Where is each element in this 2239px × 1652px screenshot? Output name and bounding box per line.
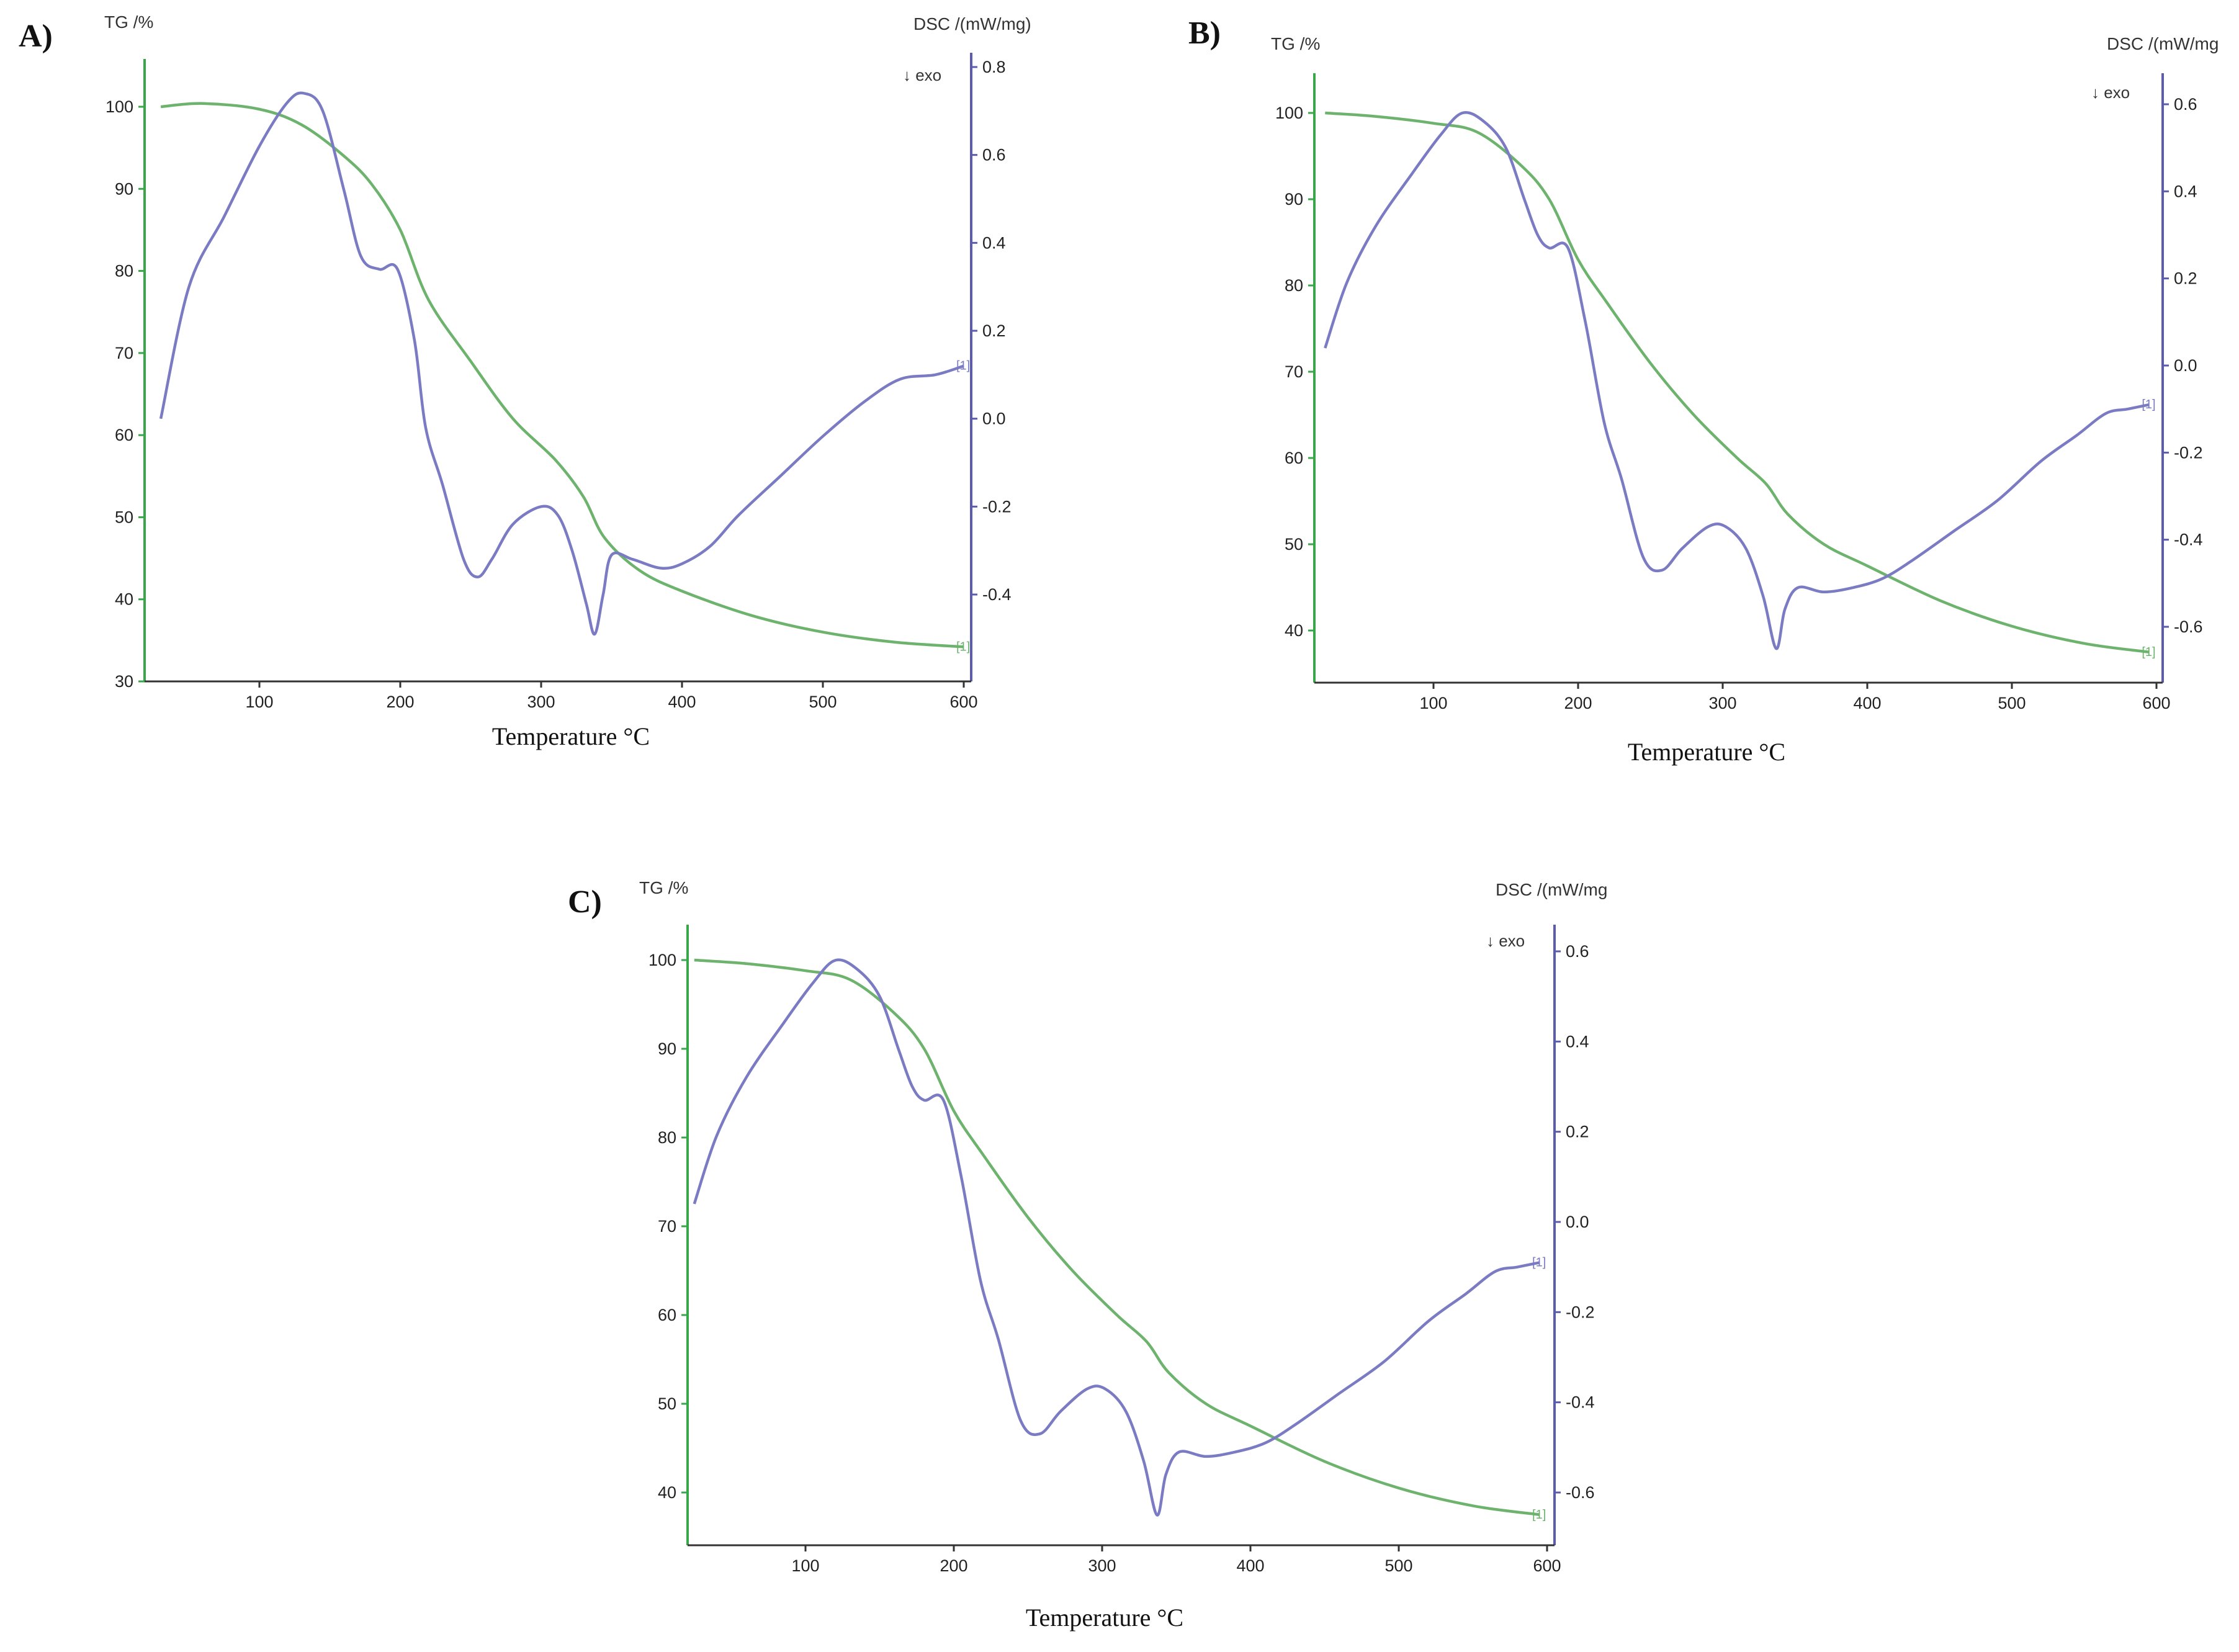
- x-axis-title: Temperature °C: [1026, 1604, 1183, 1632]
- tg-tick-label: 30: [115, 672, 133, 691]
- dsc-end-marker: [1]: [1532, 1255, 1546, 1269]
- x-tick-label: 300: [527, 693, 555, 711]
- tg-tick-label: 90: [115, 179, 133, 198]
- tg-tick-label: 80: [115, 262, 133, 281]
- dsc-tick-label: 0.0: [1566, 1213, 1589, 1231]
- panel-b: B) TG /% DSC /(mW/mg ↓ exo 40 50 60 70 80 90 100 -0…: [1188, 16, 2219, 766]
- tg-tick-label: 40: [1285, 621, 1303, 640]
- panel-c: C) TG /% DSC /(mW/mg ↓ exo 40 50 60 70 80 90 100 -0…: [568, 878, 1607, 1632]
- dsc-tick-label: 0.6: [2174, 95, 2197, 114]
- x-tick-label: 200: [940, 1556, 967, 1575]
- dsc-curve: [159, 91, 964, 636]
- x-axis-title: Temperature °C: [492, 722, 650, 750]
- tg-axis-title: TG /%: [104, 12, 153, 32]
- x-tick-label: 400: [668, 693, 696, 711]
- x-tick-label: 600: [949, 693, 977, 711]
- tg-tick-label: 50: [658, 1394, 676, 1413]
- dsc-tick-label: 0.4: [982, 233, 1006, 252]
- x-tick-label: 500: [809, 693, 837, 711]
- tg-axis-title: TG /%: [1271, 34, 1320, 53]
- x-axis-title: Temperature °C: [1628, 738, 1785, 766]
- tg-tick-label: 40: [658, 1483, 676, 1502]
- dsc-tick-label: -0.6: [2174, 617, 2203, 636]
- dsc-axis-title: DSC /(mW/mg: [2107, 34, 2219, 53]
- x-tick-label: 100: [245, 693, 273, 711]
- dsc-tick-label: 0.8: [982, 58, 1006, 76]
- tg-tick-label: 100: [648, 951, 676, 969]
- tg-end-marker: [1]: [2142, 645, 2155, 659]
- dsc-tick-label: 0.2: [1566, 1123, 1589, 1141]
- dsc-tick-label: 0.0: [982, 410, 1006, 428]
- tg-tick-label: 50: [1285, 535, 1303, 554]
- tg-tick-label: 100: [1275, 104, 1303, 122]
- x-tick-label: 400: [1236, 1556, 1264, 1575]
- tg-tick-label: 80: [658, 1128, 676, 1147]
- dsc-tick-label: -0.4: [2174, 531, 2203, 549]
- dsc-tick-label: -0.2: [2174, 443, 2203, 462]
- dsc-end-marker: [1]: [2142, 398, 2155, 411]
- tg-tick-label: 80: [1285, 276, 1303, 295]
- dsc-tick-label: 0.0: [2174, 356, 2197, 375]
- tg-tick-label: 70: [115, 344, 133, 362]
- tg-tick-label: 70: [658, 1217, 676, 1236]
- dsc-curve: [1324, 110, 2150, 650]
- dsc-end-marker: [1]: [956, 359, 970, 373]
- x-tick-label: 300: [1708, 694, 1736, 712]
- x-tick-label: 600: [1533, 1556, 1561, 1575]
- dsc-tick-label: 0.4: [2174, 182, 2197, 200]
- x-tick-label: 100: [1419, 694, 1447, 712]
- x-tick-label: 400: [1853, 694, 1881, 712]
- tg-tick-label: 50: [115, 508, 133, 526]
- tg-curve: [1325, 111, 2150, 654]
- tg-curve: [694, 958, 1540, 1517]
- exo-direction-label: ↓ exo: [903, 66, 941, 84]
- tg-tick-label: 90: [1285, 190, 1303, 209]
- tg-tick-label: 40: [115, 590, 133, 609]
- tg-end-marker: [1]: [956, 640, 970, 653]
- dsc-tick-label: 0.6: [982, 146, 1006, 164]
- dsc-tick-label: -0.2: [982, 497, 1012, 516]
- panel-label: B): [1188, 16, 1221, 51]
- dsc-tick-label: -0.4: [982, 585, 1012, 604]
- dsc-tick-label: -0.4: [1566, 1393, 1595, 1412]
- exo-direction-label: ↓ exo: [2091, 83, 2130, 102]
- x-tick-label: 500: [1384, 1556, 1412, 1575]
- dsc-axis-title: DSC /(mW/mg: [1496, 880, 1607, 899]
- exo-direction-label: ↓ exo: [1486, 931, 1525, 950]
- x-tick-label: 300: [1088, 1556, 1116, 1575]
- dsc-tick-label: 0.2: [2174, 269, 2197, 288]
- x-tick-label: 100: [791, 1556, 819, 1575]
- dsc-curve: [693, 958, 1540, 1517]
- tg-tick-label: 70: [1285, 362, 1303, 381]
- x-tick-label: 500: [1998, 694, 2026, 712]
- tg-tick-label: 60: [1285, 449, 1303, 467]
- dsc-tick-label: 0.6: [1566, 942, 1589, 961]
- dsc-tick-label: 0.4: [1566, 1032, 1589, 1051]
- x-tick-label: 200: [386, 693, 414, 711]
- x-tick-label: 200: [1564, 694, 1592, 712]
- dsc-tick-label: -0.6: [1566, 1483, 1595, 1502]
- dsc-tick-label: 0.2: [982, 321, 1006, 340]
- panel-label: C): [568, 884, 602, 920]
- tg-tick-label: 60: [115, 426, 133, 444]
- tg-tick-label: 100: [105, 97, 133, 116]
- x-tick-label: 600: [2142, 694, 2170, 712]
- dsc-axis-title: DSC /(mW/mg): [913, 14, 1031, 34]
- dsc-tick-label: -0.2: [1566, 1303, 1595, 1321]
- tg-tick-label: 90: [658, 1039, 676, 1058]
- tg-end-marker: [1]: [1532, 1508, 1546, 1522]
- tg-tick-label: 60: [658, 1306, 676, 1324]
- panel-label: A): [19, 19, 53, 54]
- panel-a: A) TG /% DSC /(mW/mg) ↓ exo 30 40 50 60 70 80 90 10…: [19, 12, 1031, 750]
- tg-curve: [160, 102, 964, 649]
- tg-axis-title: TG /%: [639, 878, 688, 897]
